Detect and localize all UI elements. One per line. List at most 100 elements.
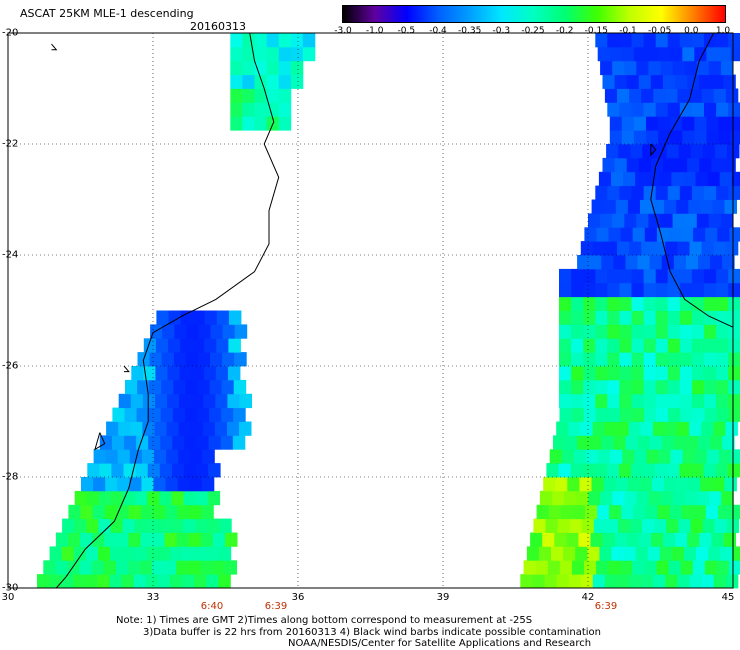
wind-cell	[643, 393, 657, 409]
wind-cell	[632, 407, 645, 422]
wind-cell	[701, 88, 715, 103]
wind-cell	[215, 366, 229, 381]
wind-cell	[646, 46, 659, 62]
wind-cell	[575, 546, 588, 561]
wind-cell	[608, 560, 621, 575]
wind-cell	[666, 144, 679, 159]
wind-cell	[711, 74, 724, 89]
wind-cell	[629, 574, 642, 589]
wind-cell	[641, 241, 654, 256]
wind-cell	[559, 268, 572, 284]
wind-cell	[720, 213, 734, 228]
wind-cell	[559, 338, 572, 353]
wind-cell	[706, 116, 719, 131]
wind-cell	[702, 518, 716, 533]
wind-cell	[105, 477, 118, 492]
wind-cell	[655, 33, 669, 48]
wind-cell	[677, 574, 690, 589]
wind-cell	[684, 60, 698, 76]
wind-cell	[644, 227, 658, 242]
wind-cell	[571, 379, 584, 395]
wind-cell	[640, 199, 653, 214]
wind-cell	[583, 282, 596, 298]
wind-cell	[242, 102, 255, 117]
wind-cell	[242, 116, 255, 131]
wind-cell	[710, 435, 723, 450]
wind-cell	[691, 463, 704, 478]
wind-cell	[230, 88, 243, 103]
wind-cell	[697, 490, 710, 506]
wind-cell	[266, 33, 280, 48]
lat-tick-label: -28	[2, 471, 19, 483]
wind-cell	[98, 490, 112, 506]
note-line-3: NOAA/NESDIS/Center for Satellite Applica…	[288, 638, 592, 649]
wind-cell	[694, 130, 707, 145]
wind-cell	[111, 490, 124, 506]
wind-cell	[122, 518, 136, 533]
wind-cell	[535, 560, 549, 575]
wind-cell	[596, 560, 609, 575]
wind-cell	[583, 338, 596, 353]
wind-cell	[607, 310, 620, 325]
wind-cell	[607, 268, 620, 284]
wind-cell	[602, 74, 615, 89]
wind-cell	[662, 157, 676, 173]
wind-cell	[118, 393, 132, 409]
wind-cell	[228, 310, 242, 325]
wind-cell	[278, 74, 292, 89]
wind-cell	[166, 421, 179, 436]
wind-cell	[704, 296, 717, 311]
wind-cell	[629, 88, 642, 103]
wind-cell	[80, 532, 93, 547]
wind-cell	[595, 407, 609, 422]
colorbar-tick: -3.0	[334, 26, 352, 36]
wind-cell	[716, 185, 729, 200]
wind-cell	[635, 546, 649, 561]
wind-cell	[667, 366, 681, 381]
wind-cell	[111, 435, 125, 450]
swath-time-3: 6:39	[594, 601, 618, 612]
wind-cell	[173, 352, 187, 367]
lon-tick-label: 33	[146, 592, 160, 603]
wind-cell	[142, 421, 155, 436]
wind-cell	[631, 379, 644, 395]
wind-cell	[704, 407, 717, 422]
wind-cell	[730, 116, 740, 131]
wind-cell	[691, 366, 705, 381]
wind-cell	[202, 449, 215, 464]
wind-cell	[681, 504, 695, 520]
wind-cell	[706, 46, 719, 62]
wind-cell	[671, 546, 685, 561]
wind-cell	[675, 532, 688, 547]
wind-cell	[618, 463, 632, 478]
wind-cell	[595, 393, 608, 409]
wind-cell	[673, 255, 687, 270]
wind-cell	[601, 435, 614, 450]
wind-cell	[702, 144, 716, 159]
wind-cell	[607, 366, 620, 381]
wind-cell	[665, 574, 678, 589]
wind-cell	[675, 157, 688, 173]
wind-cell	[704, 338, 717, 353]
wind-cell	[675, 74, 688, 89]
wind-cell	[192, 338, 205, 353]
wind-cell	[655, 268, 669, 284]
wind-cell	[666, 518, 679, 533]
wind-cell	[545, 518, 558, 533]
wind-cell	[302, 33, 316, 48]
wind-cell	[141, 449, 155, 464]
wind-cell	[559, 310, 572, 325]
wind-cell	[704, 268, 717, 284]
coastline-madagascar	[650, 32, 734, 328]
wind-cell	[710, 255, 723, 270]
wind-cell	[658, 46, 671, 62]
wind-cell	[536, 504, 550, 520]
wind-cell	[685, 255, 699, 270]
island-outline	[123, 365, 130, 373]
wind-cell	[164, 532, 178, 547]
wind-cell	[197, 379, 210, 395]
wind-cell	[620, 227, 634, 242]
wind-cell	[718, 130, 731, 145]
wind-cell	[591, 477, 604, 492]
wind-cell	[709, 490, 722, 506]
